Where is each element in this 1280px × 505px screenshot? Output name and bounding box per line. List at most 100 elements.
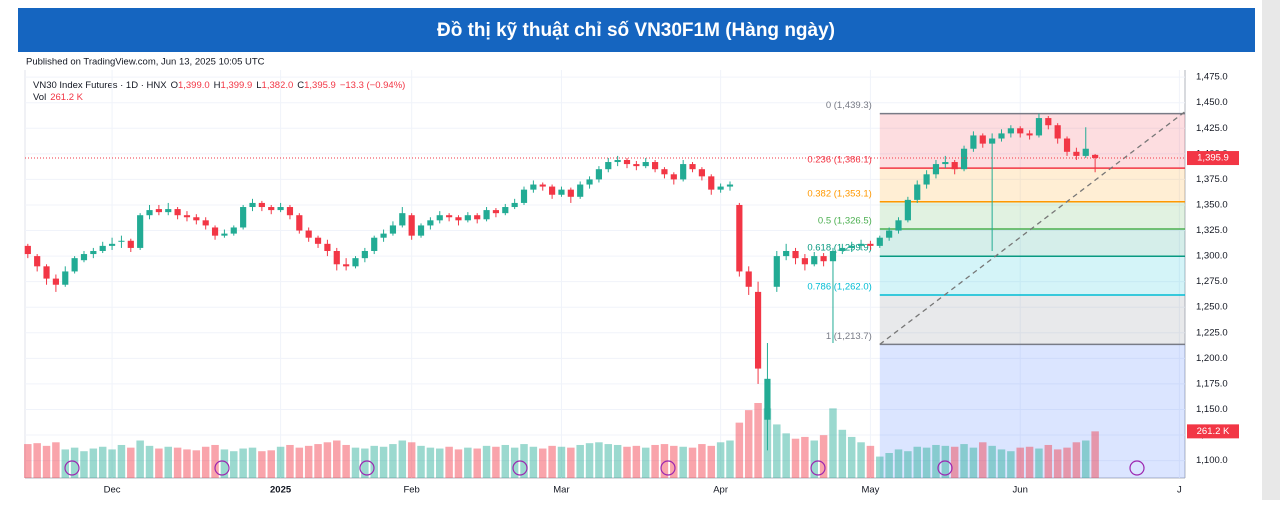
legend-key: H <box>214 80 221 91</box>
candle-body <box>118 240 125 242</box>
volume-bar <box>1091 431 1099 478</box>
volume-bar <box>220 449 229 478</box>
candle-body <box>754 291 762 369</box>
volume-bar <box>810 440 818 478</box>
candle-body <box>137 215 144 248</box>
last-volume-box <box>1187 424 1239 439</box>
candle-body <box>801 258 808 265</box>
volume-bar <box>548 445 556 478</box>
fib-label: 0.382 (1,353.1) <box>807 188 871 199</box>
candle-body <box>1073 151 1080 156</box>
last-price-label: 1,395.9 <box>1197 153 1229 164</box>
candle-body <box>464 215 471 221</box>
volume-bar <box>904 451 912 478</box>
volume-bar <box>829 408 837 478</box>
candle-body <box>230 227 237 234</box>
volume-bar <box>389 444 397 478</box>
volume-bar <box>988 445 996 478</box>
plot: 1,100.01,125.01,150.01,175.01,200.01,225… <box>24 70 1239 496</box>
candle-body <box>558 189 565 195</box>
candle-body <box>62 271 69 285</box>
volume-bar <box>1072 442 1081 478</box>
last-volume-label: 261.2 K <box>1197 426 1230 437</box>
candle-body <box>1063 138 1071 152</box>
volume-bar <box>304 445 313 478</box>
volume-bar <box>61 449 70 478</box>
candle-body <box>567 189 574 197</box>
candle-body <box>52 278 59 285</box>
volume-bar <box>351 447 360 478</box>
candle-body <box>371 237 378 251</box>
volume-bar <box>155 448 163 478</box>
volume-bar <box>857 442 865 478</box>
candle-body <box>689 164 696 170</box>
volume-bar <box>136 440 144 478</box>
volume-bar <box>791 438 800 478</box>
candle-body <box>249 202 256 208</box>
y-tick-label: 1,450.0 <box>1196 97 1228 108</box>
candle-body <box>90 250 97 255</box>
legend-vol-key: Vol <box>33 92 46 103</box>
event-icon <box>214 460 230 476</box>
candle-body <box>820 256 827 262</box>
header-title: Đồ thị kỹ thuật chỉ số VN30F1M (Hàng ngà… <box>437 20 835 41</box>
x-tick-label: Mar <box>553 485 569 496</box>
candle-body <box>623 159 631 165</box>
volume-bar <box>24 444 32 478</box>
candle-body <box>71 258 78 272</box>
volume-bar <box>239 448 247 478</box>
volume-bar <box>117 444 126 478</box>
volume-bar <box>1007 451 1015 478</box>
volume-bar <box>538 448 547 478</box>
candle-body <box>511 202 518 208</box>
candle-body <box>708 176 715 190</box>
candle-body <box>99 245 106 251</box>
legend-key: O <box>171 80 178 91</box>
volume-bar <box>941 445 950 478</box>
candle-body <box>352 258 359 267</box>
candle-body <box>586 179 593 185</box>
volume-bar <box>183 449 191 478</box>
y-tick-label: 1,225.0 <box>1196 327 1228 338</box>
volume-bar <box>876 456 884 478</box>
volume-bar <box>838 429 847 478</box>
event-icon <box>937 460 953 476</box>
fib-label: 1 (1,213.7) <box>826 331 872 342</box>
volume-bar <box>1016 447 1024 478</box>
y-tick-label: 1,475.0 <box>1196 72 1228 83</box>
volume-bar <box>1044 444 1053 478</box>
volume-bar <box>501 444 510 478</box>
legend-vol-value: 261.2 K <box>50 92 83 103</box>
y-tick-label: 1,100.0 <box>1196 455 1228 466</box>
candle-body <box>277 207 284 211</box>
candle-body <box>680 164 687 180</box>
candle-body <box>455 217 462 221</box>
candle-body <box>436 215 443 221</box>
candle-body <box>839 247 846 251</box>
candle-body <box>942 162 949 165</box>
volume-bar <box>660 444 669 478</box>
volume-bar <box>1025 446 1034 478</box>
volume-bar <box>398 440 407 478</box>
candle-body <box>848 245 855 248</box>
fib-band <box>879 294 1185 345</box>
candle-body <box>174 209 181 216</box>
volume-bar <box>866 445 875 478</box>
fib-band <box>879 344 1185 478</box>
volume-bar <box>641 447 650 478</box>
legend-symbol: VN30 Index Futures · 1D · HNX <box>33 80 167 91</box>
volume-bar <box>773 424 781 478</box>
volume-bar <box>922 447 931 478</box>
volume-bar <box>726 440 734 478</box>
volume-bar <box>950 446 959 478</box>
candle-body <box>268 207 275 211</box>
candle-body <box>549 186 556 195</box>
volume-bar <box>286 444 294 478</box>
volume-bar <box>932 444 940 478</box>
volume-bar <box>407 442 416 478</box>
candle-body <box>670 174 677 180</box>
candle-body <box>979 135 986 144</box>
candle-body <box>221 233 228 236</box>
candle-body <box>211 227 219 236</box>
candle-body <box>399 213 406 226</box>
